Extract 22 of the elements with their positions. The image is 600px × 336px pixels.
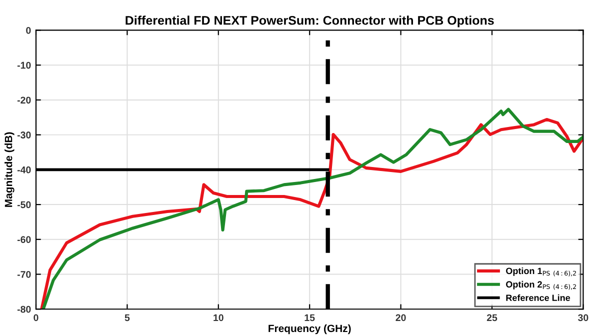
- x-tick-label: 30: [578, 314, 588, 322]
- y-tick-label: -80: [17, 306, 31, 313]
- y-tick-label: -40: [17, 166, 31, 174]
- x-axis-title: Frequency (GHz): [268, 324, 351, 334]
- x-tick-label: 5: [124, 314, 130, 322]
- y-tick-label: -70: [17, 270, 31, 278]
- y-axis-title: Magnitude (dB): [4, 132, 14, 207]
- y-tick-label: -50: [17, 201, 31, 208]
- y-tick-label: -30: [17, 132, 31, 138]
- legend-label: Reference Line: [506, 294, 570, 302]
- legend-label: Option 1$_{PS (4:6),2}$: [506, 267, 576, 276]
- x-tick-label: 10: [214, 314, 224, 322]
- x-tick-label: 20: [396, 314, 406, 322]
- chart-title: Differential FD NEXT PowerSum: Connector with PCB Options: [126, 16, 494, 28]
- y-tick-label: -60: [17, 236, 31, 244]
- x-tick-label: 25: [486, 314, 498, 322]
- y-tick-label: -20: [17, 96, 31, 104]
- x-tick-label: 0: [34, 314, 38, 322]
- y-tick-label: 0: [26, 26, 31, 34]
- x-tick-label: 15: [304, 314, 315, 322]
- legend-label: Option 2$_{PS (4:6),2}$: [506, 280, 576, 290]
- y-tick-label: -10: [17, 62, 31, 69]
